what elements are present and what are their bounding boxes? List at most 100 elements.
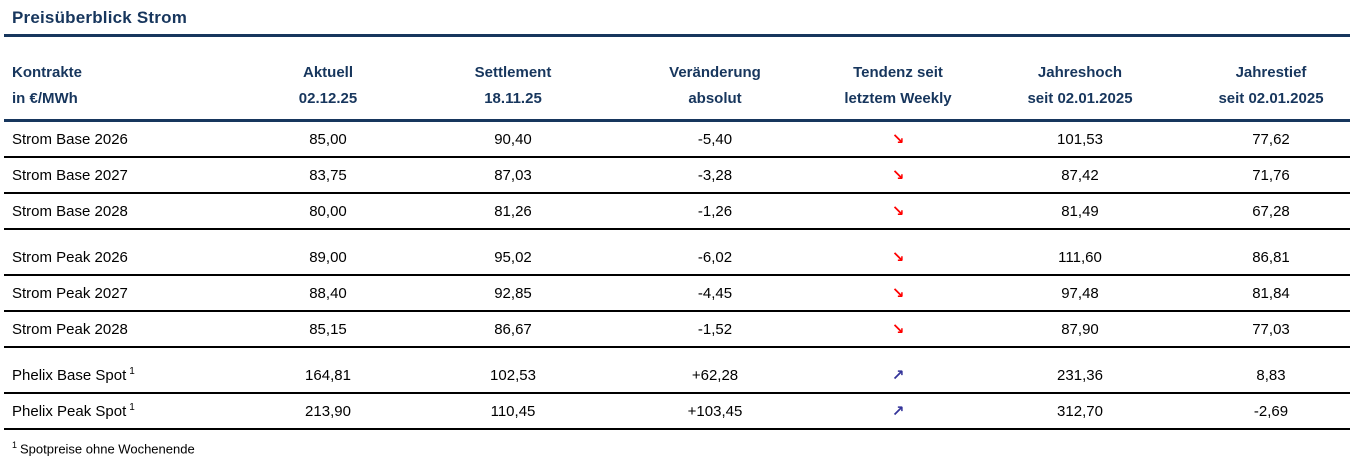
- price-table: Kontrakte in €/MWh Aktuell 02.12.25 Sett…: [4, 60, 1350, 430]
- footnote-text: Spotpreise ohne Wochenende: [20, 441, 195, 457]
- cell-jahreshoch: 111,60: [968, 240, 1192, 276]
- cell-settlement: 86,67: [424, 311, 602, 348]
- trend-up-icon: ↗: [891, 366, 905, 384]
- trend-down-icon: ↘: [891, 130, 905, 148]
- cell-veraenderung: -6,02: [602, 240, 828, 276]
- contract-name: Phelix Base Spot: [12, 367, 127, 384]
- cell-contract: Phelix Base Spot 1: [4, 358, 232, 394]
- cell-veraenderung: -1,52: [602, 311, 828, 348]
- cell-tendenz: ↘: [828, 193, 968, 230]
- cell-veraenderung: -5,40: [602, 120, 828, 158]
- contract-name: Strom Peak 2026: [12, 249, 128, 266]
- cell-settlement: 81,26: [424, 193, 602, 230]
- cell-veraenderung: -4,45: [602, 275, 828, 312]
- cell-jahrestief: -2,69: [1192, 393, 1350, 430]
- table-row: Strom Base 2028 80,00 81,26 -1,26 ↘ 81,4…: [4, 193, 1350, 230]
- cell-settlement: 90,40: [424, 120, 602, 158]
- footnote-ref: 1: [129, 402, 135, 413]
- cell-jahrestief: 86,81: [1192, 240, 1350, 276]
- column-header-settlement: Settlement 18.11.25: [424, 60, 602, 122]
- cell-veraenderung: -1,26: [602, 193, 828, 230]
- cell-jahreshoch: 81,49: [968, 193, 1192, 230]
- footnote: 1 Spotpreise ohne Wochenende: [4, 430, 1350, 456]
- cell-jahreshoch: 97,48: [968, 275, 1192, 312]
- group-spacer: [4, 229, 1350, 240]
- table-header: Kontrakte in €/MWh Aktuell 02.12.25 Sett…: [4, 60, 1350, 122]
- cell-settlement: 92,85: [424, 275, 602, 312]
- contract-name: Strom Base 2026: [12, 131, 128, 148]
- cell-aktuell: 213,90: [232, 393, 424, 430]
- cell-settlement: 95,02: [424, 240, 602, 276]
- cell-tendenz: ↘: [828, 275, 968, 312]
- cell-jahrestief: 81,84: [1192, 275, 1350, 312]
- page-title: Preisüberblick Strom: [4, 5, 1350, 37]
- table-row: Strom Peak 2028 85,15 86,67 -1,52 ↘ 87,9…: [4, 311, 1350, 348]
- cell-tendenz: ↗: [828, 393, 968, 430]
- cell-settlement: 110,45: [424, 393, 602, 430]
- cell-contract: Strom Base 2027: [4, 157, 232, 194]
- cell-jahreshoch: 231,36: [968, 358, 1192, 394]
- cell-tendenz: ↘: [828, 120, 968, 158]
- contract-name: Phelix Peak Spot: [12, 403, 127, 420]
- cell-aktuell: 85,00: [232, 120, 424, 158]
- trend-down-icon: ↘: [891, 248, 905, 266]
- trend-up-icon: ↗: [891, 402, 905, 420]
- cell-jahreshoch: 87,90: [968, 311, 1192, 348]
- cell-aktuell: 83,75: [232, 157, 424, 194]
- table-row: Strom Base 2027 83,75 87,03 -3,28 ↘ 87,4…: [4, 157, 1350, 194]
- trend-down-icon: ↘: [891, 166, 905, 184]
- trend-down-icon: ↘: [891, 320, 905, 338]
- table-body: Strom Base 2026 85,00 90,40 -5,40 ↘ 101,…: [4, 120, 1350, 430]
- cell-tendenz: ↘: [828, 157, 968, 194]
- group-spacer: [4, 347, 1350, 358]
- cell-jahreshoch: 312,70: [968, 393, 1192, 430]
- column-header-jahreshoch: Jahreshoch seit 02.01.2025: [968, 60, 1192, 122]
- trend-down-icon: ↘: [891, 202, 905, 220]
- cell-aktuell: 164,81: [232, 358, 424, 394]
- cell-aktuell: 80,00: [232, 193, 424, 230]
- cell-contract: Strom Peak 2026: [4, 240, 232, 276]
- footnote-ref: 1: [129, 366, 135, 377]
- cell-aktuell: 88,40: [232, 275, 424, 312]
- trend-down-icon: ↘: [891, 284, 905, 302]
- column-header-jahrestief: Jahrestief seit 02.01.2025: [1192, 60, 1350, 122]
- cell-jahrestief: 77,03: [1192, 311, 1350, 348]
- cell-jahreshoch: 101,53: [968, 120, 1192, 158]
- cell-contract: Strom Base 2028: [4, 193, 232, 230]
- cell-contract: Strom Peak 2028: [4, 311, 232, 348]
- column-header-tendenz: Tendenz seit letztem Weekly: [828, 60, 968, 122]
- cell-veraenderung: +103,45: [602, 393, 828, 430]
- table-row: Strom Peak 2026 89,00 95,02 -6,02 ↘ 111,…: [4, 240, 1350, 276]
- table-row: Phelix Peak Spot 1 213,90 110,45 +103,45 …: [4, 393, 1350, 430]
- cell-aktuell: 85,15: [232, 311, 424, 348]
- cell-veraenderung: -3,28: [602, 157, 828, 194]
- contract-name: Strom Base 2027: [12, 167, 128, 184]
- header-row: Kontrakte in €/MWh Aktuell 02.12.25 Sett…: [4, 60, 1350, 122]
- cell-settlement: 87,03: [424, 157, 602, 194]
- cell-jahrestief: 77,62: [1192, 120, 1350, 158]
- cell-jahreshoch: 87,42: [968, 157, 1192, 194]
- table-row: Strom Base 2026 85,00 90,40 -5,40 ↘ 101,…: [4, 120, 1350, 158]
- table-row: Phelix Base Spot 1 164,81 102,53 +62,28 ↗…: [4, 358, 1350, 394]
- cell-jahrestief: 67,28: [1192, 193, 1350, 230]
- contract-name: Strom Peak 2028: [12, 321, 128, 338]
- cell-tendenz: ↘: [828, 240, 968, 276]
- cell-tendenz: ↗: [828, 358, 968, 394]
- table-row: Strom Peak 2027 88,40 92,85 -4,45 ↘ 97,4…: [4, 275, 1350, 312]
- cell-contract: Strom Peak 2027: [4, 275, 232, 312]
- cell-jahrestief: 8,83: [1192, 358, 1350, 394]
- footnote-marker: 1: [12, 440, 18, 450]
- cell-settlement: 102,53: [424, 358, 602, 394]
- column-header-kontrakte: Kontrakte in €/MWh: [4, 60, 232, 122]
- column-header-veraenderung: Veränderung absolut: [602, 60, 828, 122]
- cell-contract: Phelix Peak Spot 1: [4, 393, 232, 430]
- cell-tendenz: ↘: [828, 311, 968, 348]
- column-header-aktuell: Aktuell 02.12.25: [232, 60, 424, 122]
- cell-jahrestief: 71,76: [1192, 157, 1350, 194]
- cell-contract: Strom Base 2026: [4, 120, 232, 158]
- contract-name: Strom Peak 2027: [12, 285, 128, 302]
- contract-name: Strom Base 2028: [12, 203, 128, 220]
- cell-veraenderung: +62,28: [602, 358, 828, 394]
- cell-aktuell: 89,00: [232, 240, 424, 276]
